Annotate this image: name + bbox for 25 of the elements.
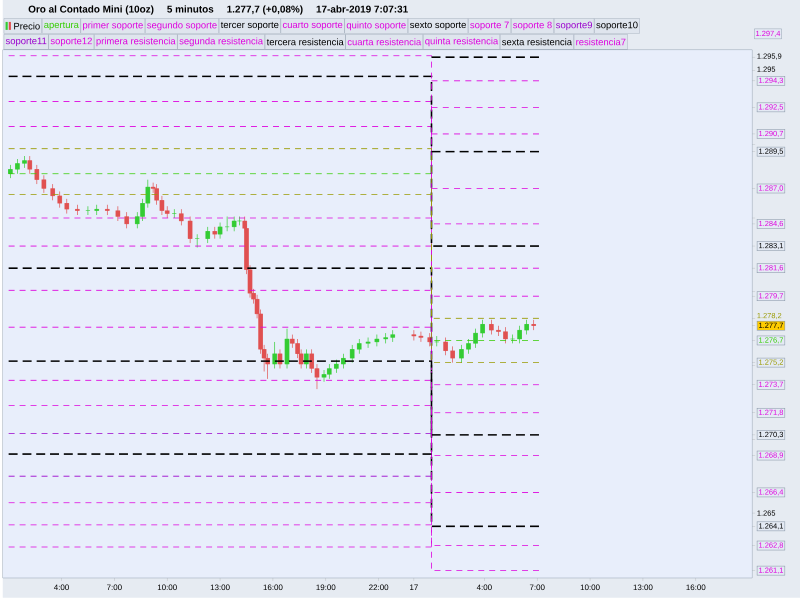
text: tercer soporte	[220, 22, 278, 30]
legend-label: Precio	[14, 22, 40, 30]
text: quinto soporte	[346, 22, 406, 30]
text: 1.277,7 (+0,08%)	[227, 5, 303, 15]
text: soporte 7	[470, 22, 509, 30]
text: cuarto soporte	[282, 22, 342, 30]
text: soporte 8	[513, 22, 552, 30]
chart-subtitle: 5 minutos	[167, 5, 214, 13]
text: soporte12	[50, 38, 92, 46]
text: soporte11	[6, 38, 46, 46]
text: soporte9	[556, 22, 592, 30]
series-label: cuarta resistencia	[348, 38, 422, 46]
text: segunda resistencia	[179, 37, 264, 46]
text: primera resistencia	[96, 37, 176, 46]
text: soporte10	[596, 22, 638, 30]
text: resistencia7	[576, 38, 626, 46]
text: sexto soporte	[410, 22, 466, 30]
chart-title: Oro al Contado Mini (10oz)	[28, 5, 154, 15]
text: 17-abr-2019 7:07:31	[316, 5, 408, 13]
text: sexta resistencia	[502, 38, 572, 46]
text: quinta resistencia	[425, 37, 498, 46]
text: primer soporte	[83, 22, 143, 30]
text: apertura	[44, 22, 79, 30]
text: tercera resistencia	[266, 38, 344, 46]
text: segundo soporte	[147, 22, 217, 30]
